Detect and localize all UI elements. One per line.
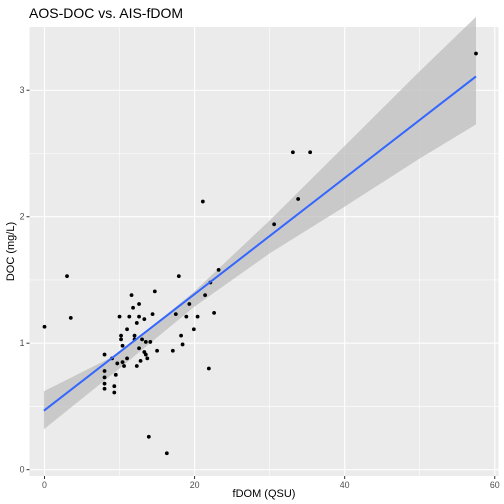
data-point — [137, 314, 141, 319]
data-point — [184, 314, 189, 319]
data-point — [113, 372, 118, 377]
data-point — [212, 310, 216, 315]
data-point — [474, 51, 478, 56]
data-point — [137, 346, 141, 351]
data-point — [131, 305, 135, 310]
data-point — [132, 333, 137, 338]
data-point — [296, 197, 301, 201]
data-point — [102, 386, 107, 391]
data-point — [195, 314, 200, 319]
data-point — [164, 451, 169, 456]
y-tick-label: 0 — [20, 465, 25, 475]
data-point — [115, 361, 120, 366]
data-point — [145, 356, 150, 361]
data-point — [179, 333, 183, 338]
data-point — [155, 348, 159, 353]
data-point — [146, 434, 151, 439]
data-point — [173, 312, 178, 317]
data-point — [180, 342, 185, 347]
regression-line — [43, 75, 477, 412]
data-point — [122, 364, 126, 368]
chart-title: AOS-DOC vs. AIS-fDOM — [29, 5, 183, 21]
y-tick-label: 2 — [20, 212, 25, 222]
data-point — [191, 327, 196, 332]
data-point — [125, 356, 129, 361]
x-tick-label: 20 — [190, 480, 200, 490]
data-point — [120, 343, 125, 348]
data-point — [42, 324, 47, 329]
data-point — [187, 302, 192, 306]
data-point — [137, 302, 141, 306]
data-point — [272, 222, 277, 227]
data-point — [102, 369, 107, 373]
data-point — [290, 150, 295, 155]
y-axis-ticks: 0 1 2 3 — [20, 85, 30, 475]
data-point — [143, 352, 148, 357]
y-tick-label: 3 — [20, 85, 25, 95]
x-axis-label: fDOM (QSU) — [233, 488, 296, 500]
data-point — [206, 366, 211, 371]
data-point — [138, 359, 143, 363]
data-point — [119, 333, 123, 338]
data-point — [125, 327, 129, 332]
x-axis-ticks: 0 20 40 60 — [42, 476, 500, 490]
data-point — [102, 352, 107, 357]
data-point — [150, 312, 155, 317]
data-point — [308, 150, 313, 155]
data-point — [65, 274, 69, 279]
data-point — [119, 337, 123, 342]
data-point — [112, 390, 117, 395]
y-tick-label: 1 — [20, 338, 25, 348]
data-point — [176, 274, 181, 279]
confidence-band — [43, 16, 477, 430]
x-tick-label: 40 — [340, 480, 350, 490]
data-point — [152, 289, 157, 294]
data-point — [140, 337, 144, 342]
data-point — [170, 348, 175, 353]
data-point — [143, 340, 148, 344]
y-axis-label: DOC (mg/L) — [5, 222, 17, 281]
data-point — [102, 375, 107, 380]
data-point — [148, 340, 153, 344]
data-point — [129, 293, 134, 298]
data-point — [120, 360, 125, 365]
x-tick-label: 0 — [42, 480, 47, 490]
x-tick-label: 60 — [490, 480, 500, 490]
data-point — [102, 381, 107, 386]
data-point — [200, 199, 205, 204]
data-point — [203, 293, 207, 298]
data-point — [112, 384, 117, 389]
data-point — [134, 364, 139, 368]
data-point — [117, 314, 122, 319]
data-point — [68, 316, 73, 320]
data-point — [142, 317, 147, 322]
data-point — [127, 314, 132, 319]
data-point — [134, 321, 139, 325]
data-point — [216, 267, 221, 272]
